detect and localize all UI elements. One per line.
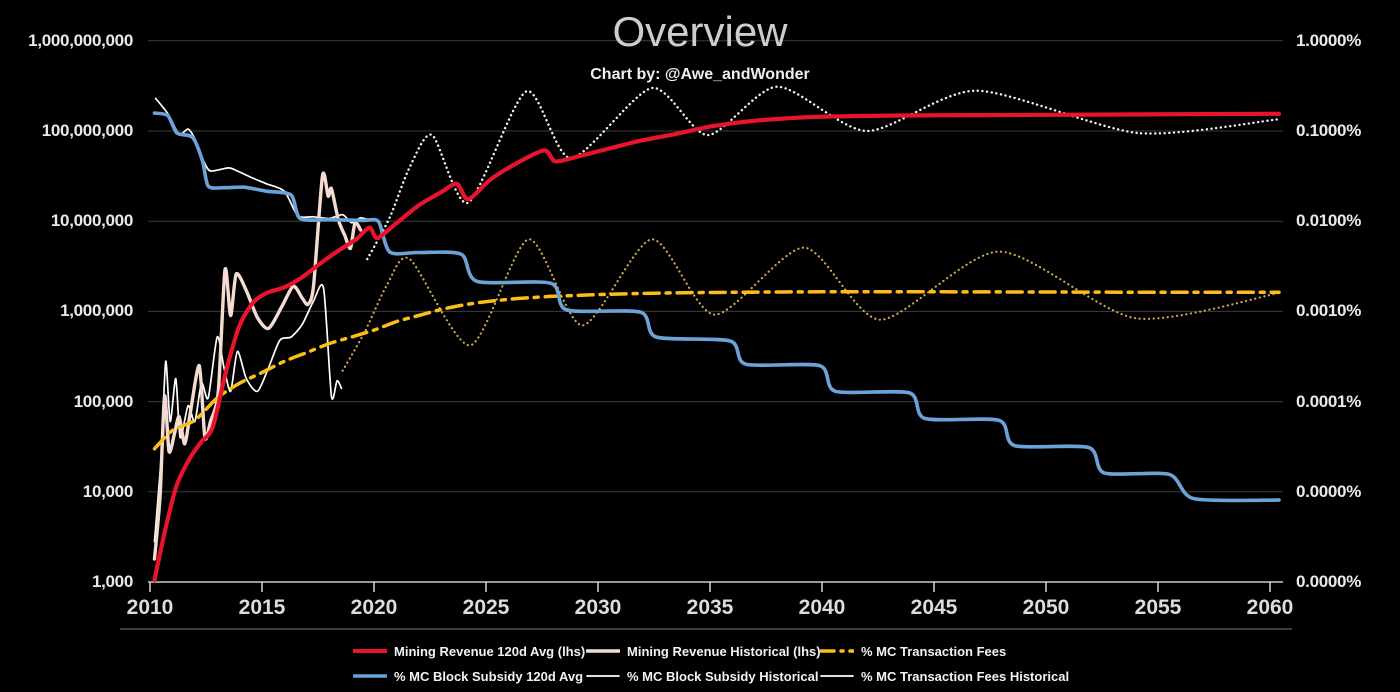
right-axis-tick-label: 0.1000% — [1296, 121, 1362, 140]
series-subsidy_avg-line — [152, 111, 1281, 503]
legend-item-rev_avg: Mining Revenue 120d Avg (lhs) — [353, 643, 585, 659]
x-tick-label: 2060 — [1246, 596, 1294, 619]
series-rev_hist-line — [152, 171, 363, 561]
series-fees_avg-line — [152, 290, 1281, 451]
left-axis-tick-label: 1,000,000 — [60, 301, 133, 321]
legend-label: Mining Revenue Historical (lhs) — [627, 643, 821, 659]
legend-label: Mining Revenue 120d Avg (lhs) — [394, 643, 586, 659]
x-tick-label: 2050 — [1022, 596, 1070, 619]
left-axis-tick-label: 10,000 — [82, 481, 134, 501]
right-axis-tick-label: 0.0010% — [1296, 301, 1362, 321]
legend-label: % MC Transaction Fees — [861, 643, 1007, 659]
x-tick-label: 2035 — [686, 596, 734, 619]
legend-swatch-fees_avg — [820, 649, 854, 653]
legend-item-fees_avg: % MC Transaction Fees — [820, 643, 1006, 659]
x-tick-label: 2020 — [350, 596, 398, 619]
series-subsidy_hist-line — [154, 97, 373, 224]
page-title: Overview — [612, 8, 788, 55]
legend-label: % MC Block Subsidy 120d Avg — [394, 668, 584, 684]
legend-swatch-rev_hist — [586, 649, 620, 653]
x-tick-label: 2010 — [126, 596, 174, 619]
legend-swatch-subsidy_avg — [353, 674, 387, 678]
legend-swatch-fees_hist — [820, 675, 854, 677]
right-axis-tick-label: 1.0000% — [1296, 30, 1362, 50]
x-tick-label: 2025 — [462, 596, 510, 619]
chart-subtitle: Chart by: @Awe_andWonder — [590, 66, 810, 83]
x-tick-label: 2030 — [574, 596, 622, 619]
x-tick-label: 2055 — [1134, 596, 1182, 619]
series-rev_avg-line — [152, 111, 1282, 583]
legend-item-subsidy_hist: % MC Block Subsidy Historical — [586, 668, 818, 684]
right-axis-tick-label: 0.0001% — [1296, 391, 1362, 411]
legend-swatch-subsidy_hist — [586, 675, 620, 677]
series-fees_hist-line — [153, 283, 343, 543]
legend-swatch-rev_avg — [353, 649, 387, 653]
left-axis-tick-label: 1,000,000,000 — [28, 30, 133, 50]
legend-item-subsidy_avg: % MC Block Subsidy 120d Avg — [353, 668, 583, 684]
legend-label: % MC Transaction Fees Historical — [861, 668, 1070, 684]
right-axis-tick-label: 0.0100% — [1296, 211, 1362, 231]
legend-label: % MC Block Subsidy Historical — [627, 668, 819, 684]
x-tick-label: 2040 — [798, 596, 846, 619]
left-axis-tick-label: 10,000,000 — [50, 211, 133, 231]
left-axis-tick-label: 100,000,000 — [41, 121, 134, 140]
legend-item-fees_hist: % MC Transaction Fees Historical — [820, 668, 1069, 684]
legend-item-rev_hist: Mining Revenue Historical (lhs) — [586, 643, 821, 659]
x-tick-label: 2015 — [238, 596, 286, 619]
right-axis-tick-label: 0.0000% — [1296, 572, 1362, 591]
series-fees_proj-line — [341, 238, 1281, 372]
left-axis-tick-label: 1,000 — [91, 572, 133, 591]
x-tick-label: 2045 — [910, 596, 958, 619]
series-rev_proj-line — [366, 85, 1281, 261]
right-axis-tick-label: 0.0000% — [1296, 481, 1362, 501]
left-axis-tick-label: 100,000 — [73, 391, 134, 411]
